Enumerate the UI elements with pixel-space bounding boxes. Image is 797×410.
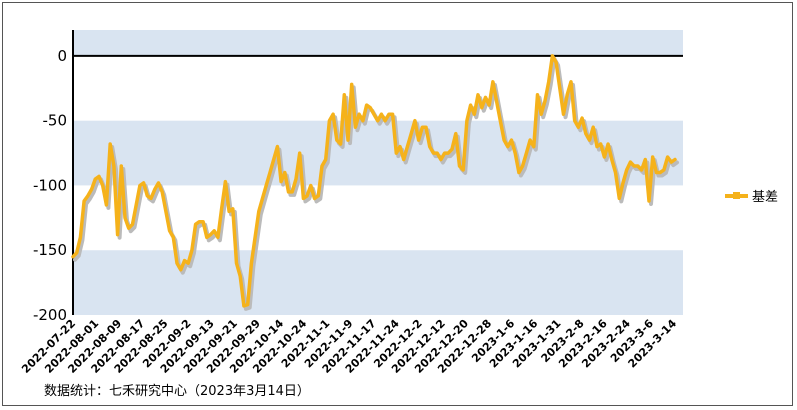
legend-label: 基差 xyxy=(752,190,778,205)
background-bands xyxy=(73,30,683,315)
legend: 基差 xyxy=(725,190,778,205)
background-band xyxy=(73,55,683,121)
legend-marker xyxy=(733,192,740,199)
y-tick-label: -100 xyxy=(33,176,67,194)
background-band xyxy=(73,30,683,56)
y-tick-label: -50 xyxy=(43,112,68,130)
series-line-basis xyxy=(71,54,677,308)
source-note: 数据统计：七禾研究中心（2023年3月14日） xyxy=(44,384,310,399)
axes xyxy=(72,30,683,315)
series-group xyxy=(71,54,679,311)
background-band xyxy=(73,250,683,315)
y-tick-label: -150 xyxy=(33,241,67,259)
y-tick-label: 0 xyxy=(57,47,67,65)
y-tick-label: -200 xyxy=(33,306,67,324)
y-axis-ticks: 0 -50 -100 -150 -200 xyxy=(33,47,67,324)
x-axis-ticks: 2022-07-222022-08-012022-08-092022-08-17… xyxy=(19,317,679,376)
